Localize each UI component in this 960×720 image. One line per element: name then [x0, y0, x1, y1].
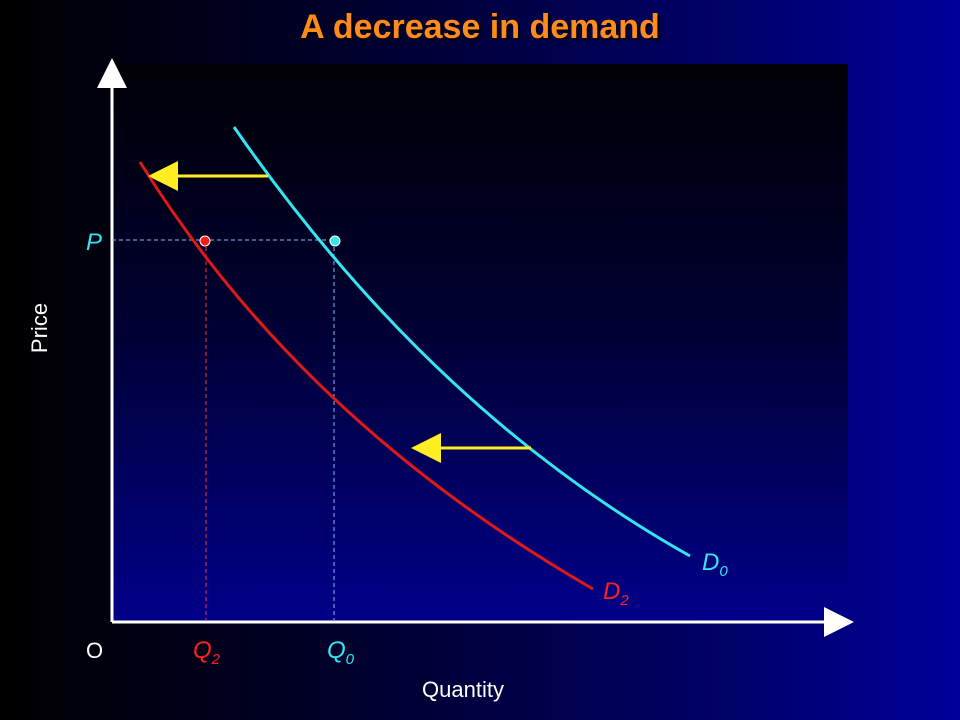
plot-area: [112, 64, 848, 622]
label-q2: Q2: [193, 637, 221, 668]
label-d0-base: D: [702, 549, 719, 576]
label-q0: Q0: [327, 637, 355, 668]
label-q2-base: Q: [193, 637, 212, 664]
label-q0-sub: 0: [346, 651, 355, 668]
label-d0-sub: 0: [719, 563, 728, 580]
label-d2-base: D: [603, 578, 620, 605]
demand-curve-d0: [232, 126, 691, 558]
point-d0-p: [329, 235, 341, 247]
diagram-title: A decrease in demand: [300, 8, 660, 46]
origin-label: O: [86, 638, 103, 663]
demand-curve-d2: [138, 161, 594, 591]
label-q2-sub: 2: [211, 651, 221, 668]
label-d0: D0: [702, 549, 728, 580]
label-q0-base: Q: [327, 637, 346, 664]
point-d2-p: [199, 235, 211, 247]
price-label: P: [86, 229, 102, 256]
y-axis-title: Price: [27, 303, 52, 353]
label-d2-sub: 2: [619, 592, 629, 609]
x-axis-title: Quantity: [422, 677, 504, 702]
label-d2: D2: [603, 578, 629, 609]
